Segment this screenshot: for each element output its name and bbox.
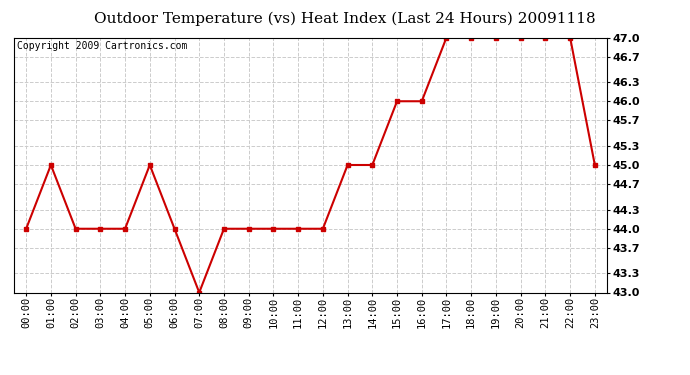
Text: Copyright 2009 Cartronics.com: Copyright 2009 Cartronics.com (17, 41, 187, 51)
Text: Outdoor Temperature (vs) Heat Index (Last 24 Hours) 20091118: Outdoor Temperature (vs) Heat Index (Las… (95, 11, 595, 26)
